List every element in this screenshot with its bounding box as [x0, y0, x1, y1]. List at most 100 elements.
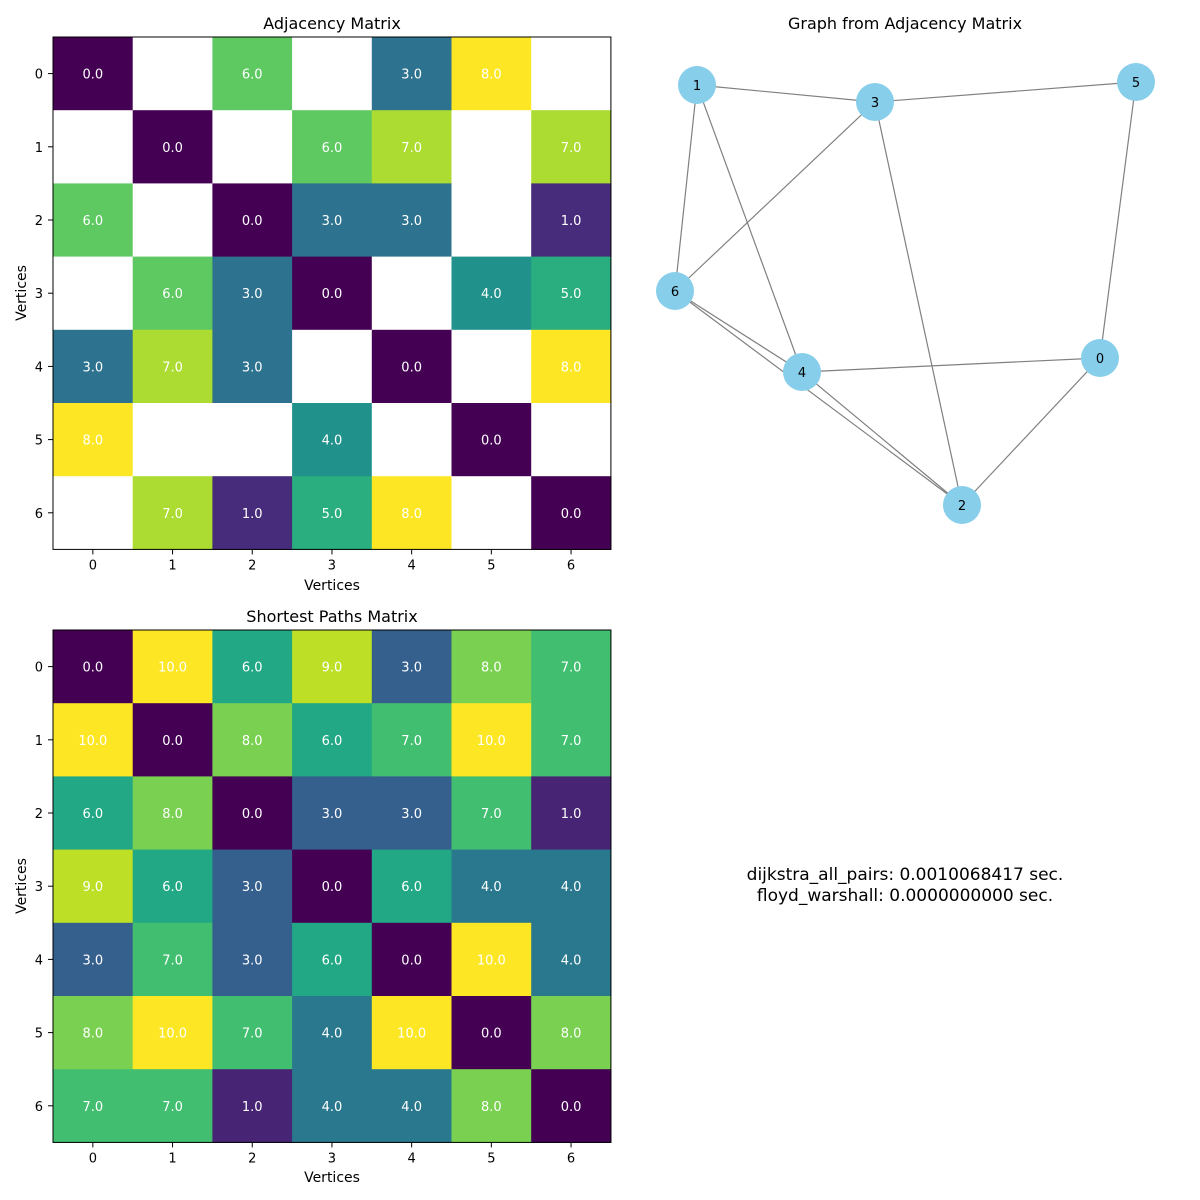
shortest-paths-cells: 0.0 10.0 6.0 9.0 3.0 8.0 7.0 10.0 0.0 8.0 6.0 7.0 10…: [35, 629, 612, 1166]
adjacency-cell-value: 0.0: [83, 68, 104, 83]
adjacency-cell-value: 5.0: [322, 507, 343, 522]
adjacency-cell-value: 7.0: [401, 141, 422, 156]
shortest-paths-cell-value: 10.0: [78, 734, 107, 749]
shortest-paths-cell-value: 8.0: [561, 1027, 582, 1042]
adjacency-cell: [292, 110, 373, 184]
shortest-paths-cell-value: 4.0: [561, 953, 582, 968]
shortest-paths-y-tick-label: 2: [35, 807, 43, 822]
adjacency-cell: [53, 37, 134, 111]
adjacency-cell-value: 3.0: [401, 68, 422, 83]
shortest-paths-cell: [292, 1069, 373, 1143]
graph-node-label: 3: [871, 96, 879, 111]
timing-floyd-warshall: floyd_warshall: 0.0000000000 sec.: [757, 886, 1053, 906]
adjacency-cell-value: 7.0: [561, 141, 582, 156]
shortest-paths-cell-value: 0.0: [401, 953, 422, 968]
adjacency-matrix-cells: 0.0 6.0 3.0 8.0 0.0 6.0 7.0 7.0 6.0 0.0 3.0 3.0 1.0 6…: [35, 36, 612, 573]
shortest-paths-cell-value: 7.0: [162, 1100, 183, 1115]
shortest-paths-cell-value: 4.0: [561, 880, 582, 895]
shortest-paths-cell-value: 0.0: [242, 807, 263, 822]
shortest-paths-cell-value: 3.0: [401, 807, 422, 822]
graph-node-label: 6: [671, 285, 679, 300]
adjacency-cell-value: 5.0: [561, 287, 582, 302]
adjacency-cell-value: 6.0: [242, 68, 263, 83]
shortest-paths-cell: [212, 922, 293, 997]
shortest-paths-cell: [451, 1069, 532, 1143]
adjacency-cell: [292, 37, 373, 111]
adjacency-cell-value: 0.0: [242, 214, 263, 229]
adjacency-cell-value: 3.0: [401, 214, 422, 229]
adjacency-y-tick-label: 4: [35, 360, 43, 375]
shortest-paths-y-tick-label: 6: [35, 1100, 43, 1115]
graph-panel: Graph from Adjacency Matrix 0 1 2 3 4 5 6: [656, 14, 1155, 524]
shortest-paths-cell-value: 8.0: [481, 661, 502, 676]
shortest-paths-cell: [53, 776, 134, 851]
shortest-paths-cell-value: 0.0: [561, 1100, 582, 1115]
shortest-paths-cell: [531, 1069, 612, 1143]
shortest-paths-cell-value: 4.0: [401, 1100, 422, 1115]
shortest-paths-cell-value: 9.0: [83, 880, 104, 895]
adjacency-cell-value: 0.0: [561, 507, 582, 522]
graph-node: [656, 272, 694, 310]
graph-node-label: 5: [1132, 76, 1140, 91]
graph-edge: [801, 357, 1101, 373]
shortest-paths-cell-value: 10.0: [477, 953, 506, 968]
shortest-paths-cell-value: 3.0: [242, 953, 263, 968]
graph-nodes: 0 1 2 3 4 5 6: [656, 63, 1155, 524]
shortest-paths-cell: [451, 630, 532, 704]
shortest-paths-cell: [371, 703, 452, 777]
shortest-paths-cell-value: 3.0: [242, 880, 263, 895]
adjacency-cell: [132, 476, 213, 550]
shortest-paths-cell: [132, 996, 213, 1070]
graph-edge: [696, 84, 803, 373]
timing-dijkstra: dijkstra_all_pairs: 0.0010068417 sec.: [747, 865, 1064, 885]
graph-edge: [801, 371, 963, 506]
shortest-paths-cell: [531, 776, 612, 851]
shortest-paths-cell-value: 7.0: [83, 1100, 104, 1115]
graph-node-label: 1: [693, 79, 701, 94]
shortest-paths-cell: [451, 996, 532, 1070]
adjacency-cell: [371, 110, 452, 184]
shortest-paths-cell: [531, 630, 612, 704]
shortest-paths-cell-value: 7.0: [162, 953, 183, 968]
adjacency-cell-value: 3.0: [322, 214, 343, 229]
shortest-paths-cell-value: 8.0: [83, 1027, 104, 1042]
adjacency-cell-value: 0.0: [481, 434, 502, 449]
shortest-paths-x-tick-label: 0: [89, 1151, 97, 1166]
shortest-paths-cell: [292, 776, 373, 851]
adjacency-cell-value: 1.0: [561, 214, 582, 229]
shortest-paths-cell-value: 6.0: [83, 807, 104, 822]
adjacency-matrix-title: Adjacency Matrix: [263, 14, 401, 33]
adjacency-x-tick-label: 1: [168, 558, 176, 573]
adjacency-cell: [371, 476, 452, 550]
shortest-paths-cell-value: 10.0: [477, 734, 506, 749]
adjacency-cell: [212, 256, 293, 331]
adjacency-cell: [212, 403, 293, 477]
adjacency-cell-value: 6.0: [83, 214, 104, 229]
shortest-paths-cell: [212, 849, 293, 924]
graph-node: [856, 83, 894, 121]
graph-edge: [1099, 81, 1137, 359]
adjacency-cell-value: 8.0: [561, 360, 582, 375]
shortest-paths-cell-value: 4.0: [322, 1100, 343, 1115]
adjacency-x-tick-label: 2: [248, 558, 256, 573]
shortest-paths-cell-value: 6.0: [322, 734, 343, 749]
shortest-paths-cell: [212, 776, 293, 851]
graph-node-label: 4: [798, 366, 806, 381]
timings-panel: dijkstra_all_pairs: 0.0010068417 sec. fl…: [747, 865, 1064, 906]
adjacency-cell: [132, 183, 213, 258]
adjacency-cell: [212, 37, 293, 111]
shortest-paths-cell: [212, 703, 293, 777]
shortest-paths-cell-value: 7.0: [561, 661, 582, 676]
shortest-paths-cell: [371, 922, 452, 997]
shortest-paths-cell: [132, 630, 213, 704]
shortest-paths-cell-value: 10.0: [397, 1027, 426, 1042]
shortest-paths-cell: [292, 703, 373, 777]
graph-edge: [674, 290, 963, 506]
adjacency-x-axis-label: Vertices: [304, 578, 360, 594]
graph-node: [1117, 63, 1155, 101]
graph-node: [943, 486, 981, 524]
shortest-paths-cell-value: 9.0: [322, 661, 343, 676]
adjacency-cell-value: 8.0: [481, 68, 502, 83]
adjacency-cell-value: 1.0: [242, 507, 263, 522]
